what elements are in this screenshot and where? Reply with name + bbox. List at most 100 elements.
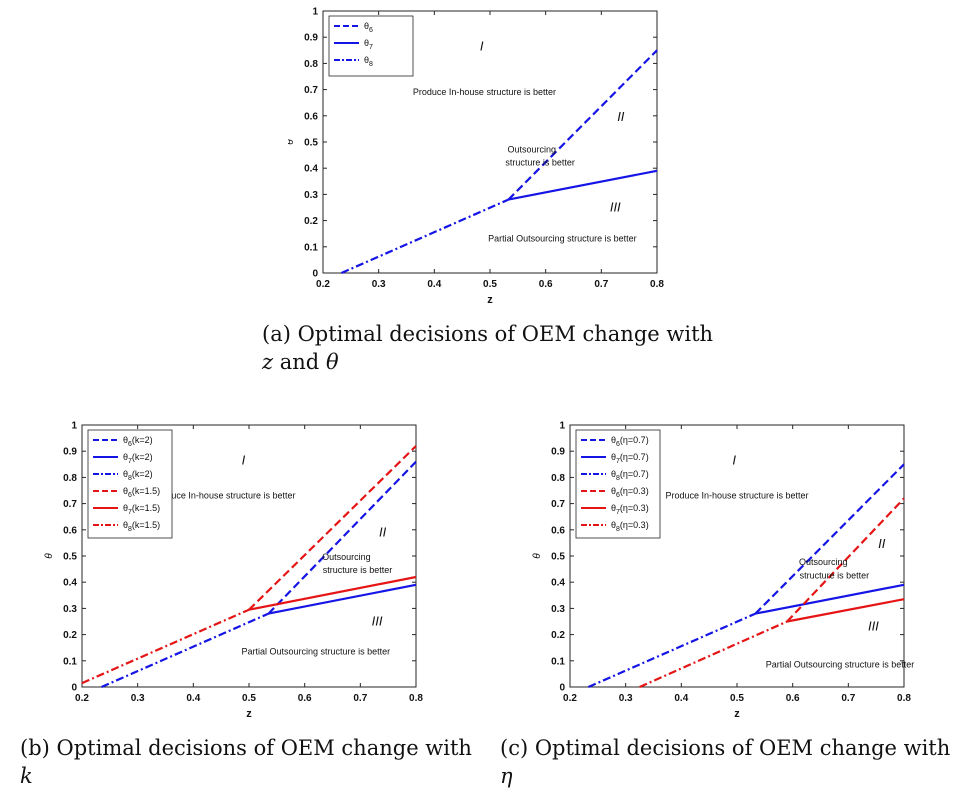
x-tick-label: 0.5: [242, 693, 256, 704]
region-annotation: III: [610, 199, 621, 214]
x-tick-label: 0.5: [483, 279, 497, 290]
series-line-7-blue: [508, 169, 658, 201]
legend: θ6 θ7 θ8: [328, 15, 414, 77]
x-axis-label: z: [487, 294, 493, 306]
caption-b-var1: k: [20, 764, 33, 788]
x-tick-label: 0.8: [897, 693, 911, 704]
y-tick-label: 0.7: [63, 499, 77, 510]
caption-a-conj: and: [279, 350, 320, 374]
series-line-6-blue: [507, 49, 658, 201]
x-tick-label: 0.8: [650, 279, 664, 290]
y-axis-label: θ: [288, 139, 296, 145]
region-annotation: III: [868, 619, 879, 634]
legend-entry: θ6: [364, 21, 373, 34]
region-annotation: Produce In-house structure is better: [413, 87, 556, 97]
y-tick-label: 1: [71, 421, 77, 432]
region-annotation: II: [878, 536, 886, 551]
y-tick-label: 0: [312, 269, 318, 280]
region-annotation: I: [480, 38, 484, 53]
legend-entry: θ8(k=1.5): [123, 520, 160, 533]
y-tick-label: 0.8: [551, 473, 565, 484]
x-tick-label: 0.7: [594, 279, 608, 290]
region-annotation: Partial Outsourcing structure is better: [242, 646, 391, 656]
x-tick-label: 0.6: [786, 693, 800, 704]
y-tick-label: 0.3: [551, 604, 565, 615]
region-annotation: II: [617, 109, 625, 124]
y-tick-label: 0.2: [304, 216, 318, 227]
x-axis-label: z: [734, 708, 740, 720]
region-annotation: I: [242, 452, 246, 467]
y-tick-label: 0: [559, 683, 565, 694]
x-tick-label: 0.2: [316, 279, 330, 290]
region-annotation: Produce In-house structure is better: [665, 490, 808, 500]
caption-a-var2: θ: [325, 350, 339, 374]
caption-a: (a) Optimal decisions of OEM change with…: [262, 320, 732, 376]
series-line-8-blue: [340, 198, 509, 275]
y-tick-label: 1: [559, 421, 565, 432]
y-tick-label: 0.4: [551, 578, 565, 589]
caption-b-prefix: (b) Optimal decisions of OEM change with: [20, 736, 472, 760]
y-tick-label: 0.4: [63, 578, 77, 589]
y-axis-label: θ: [44, 553, 55, 559]
region-annotation: structure is better: [505, 158, 575, 168]
legend-entry: θ7(k=2): [123, 452, 153, 465]
series-line-7-red: [786, 598, 905, 623]
region-annotation: Partial Outsourcing structure is better: [766, 659, 915, 669]
region-annotation: Outsourcing: [322, 552, 371, 562]
legend-entry: θ8(η=0.7): [611, 469, 649, 482]
x-tick-label: 0.4: [427, 279, 441, 290]
legend-entry: θ6(k=1.5): [123, 486, 160, 499]
y-tick-label: 0: [71, 683, 77, 694]
legend-entry: θ6(η=0.7): [611, 435, 649, 448]
region-annotation: Produce In-house structure is better: [152, 490, 295, 500]
caption-c-prefix: (c) Optimal decisions of OEM change with: [500, 736, 951, 760]
legend-entry: θ7(η=0.3): [611, 503, 649, 516]
y-tick-label: 0.9: [304, 33, 318, 44]
series-line-8-red: [639, 620, 788, 689]
legend-entry: θ6(k=2): [123, 435, 153, 448]
x-tick-label: 0.6: [298, 693, 312, 704]
y-tick-label: 0.2: [63, 630, 77, 641]
y-tick-label: 0.6: [304, 111, 318, 122]
series-line-6-red: [786, 497, 905, 623]
legend-entry: θ8(η=0.3): [611, 520, 649, 533]
caption-c-var1: η: [500, 764, 513, 788]
x-tick-label: 0.8: [409, 693, 423, 704]
x-tick-label: 0.3: [131, 693, 145, 704]
x-tick-label: 0.2: [75, 693, 89, 704]
y-tick-label: 0.7: [304, 85, 318, 96]
region-annotation: Outsourcing: [799, 557, 848, 567]
y-tick-label: 0.3: [63, 604, 77, 615]
series-line-6-red: [248, 445, 417, 611]
x-tick-label: 0.4: [186, 693, 200, 704]
y-tick-label: 0.1: [304, 242, 318, 253]
y-axis-label: θ: [532, 553, 543, 559]
y-tick-label: 0.6: [63, 525, 77, 536]
caption-c: (c) Optimal decisions of OEM change with…: [500, 734, 959, 790]
y-tick-label: 0.7: [551, 499, 565, 510]
x-axis-label: z: [246, 708, 252, 720]
region-annotation: II: [379, 524, 387, 539]
x-tick-label: 0.2: [563, 693, 577, 704]
legend-entry: θ7: [364, 38, 373, 51]
region-annotation: Partial Outsourcing structure is better: [488, 234, 637, 244]
legend: θ6(k=2) θ7(k=2) θ8(k=2) θ6(k=1.5) θ7(k=1.5) θ…: [87, 429, 173, 539]
y-tick-label: 0.9: [63, 447, 77, 458]
x-tick-label: 0.4: [674, 693, 688, 704]
region-annotation: structure is better: [800, 570, 870, 580]
y-tick-label: 1: [312, 7, 318, 18]
series-line-7-blue: [755, 583, 905, 615]
series-line-8-red: [81, 608, 250, 685]
chart-c: 0.2 0.3 0.4 0.5 0.6 0.7 0.8 0 0.1 0.2 0.3 0.4 0.5 0.6…: [532, 421, 915, 721]
x-tick-label: 0.7: [353, 693, 367, 704]
x-tick-label: 0.3: [619, 693, 633, 704]
y-tick-label: 0.4: [304, 164, 318, 175]
x-tick-label: 0.6: [539, 279, 553, 290]
y-tick-label: 0.9: [551, 447, 565, 458]
legend-entry: θ8: [364, 55, 373, 68]
y-tick-label: 0.2: [551, 630, 565, 641]
x-tick-label: 0.3: [372, 279, 386, 290]
legend-entry: θ8(k=2): [123, 469, 153, 482]
y-tick-label: 0.5: [304, 138, 318, 149]
y-tick-label: 0.1: [551, 656, 565, 667]
